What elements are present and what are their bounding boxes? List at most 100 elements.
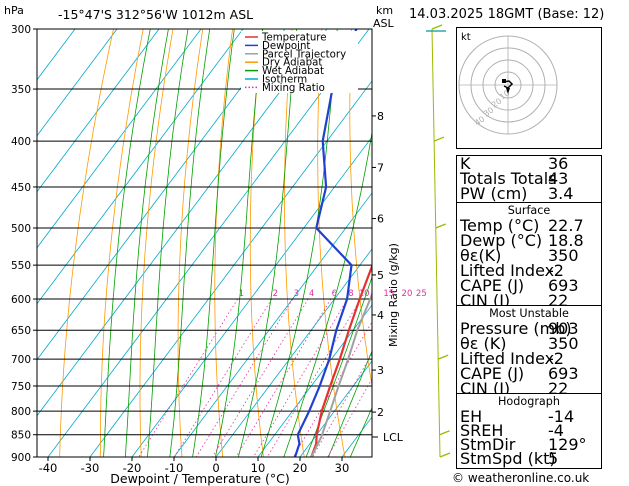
- dry-adiabat-line: [620, 29, 629, 457]
- wind-profile: [426, 24, 451, 458]
- legend-label: Parcel Trajectory: [262, 49, 346, 60]
- y-tick-label: 750: [11, 381, 31, 393]
- datetime-label: 14.03.2025 18GMT (Base: 12): [409, 7, 605, 22]
- legend-label: Dewpoint: [262, 41, 310, 52]
- kt-label: kt: [461, 32, 471, 43]
- km-tick-label: 3: [377, 364, 384, 377]
- mixing-ratio-label: 1: [239, 289, 244, 299]
- km-tick-label: 4: [377, 309, 384, 322]
- storm-motion-arrow: [506, 88, 510, 94]
- wet-adiabat-line: [192, 29, 235, 457]
- y-tick-label: 400: [11, 136, 31, 148]
- copyright-footer: © weatheronline.co.uk: [452, 471, 590, 485]
- mixing-ratio-label: 15: [383, 289, 394, 299]
- hodograph-trace: [502, 80, 514, 89]
- hodograph-title: Hodograph: [498, 395, 560, 408]
- x-axis-title: Dewpoint / Temperature (°C): [110, 471, 289, 486]
- km-tick-label: 7: [377, 161, 384, 174]
- surface-row: CIN (J) 22: [460, 291, 569, 310]
- unstable-row: θε (K) 350: [460, 334, 579, 353]
- y-tick-label: 300: [11, 24, 31, 36]
- totals-row: Totals Totals 43: [460, 169, 569, 188]
- location-title: -15°47'S 312°56'W 1012m ASL: [58, 7, 254, 22]
- hodograph-row: EH -14: [460, 407, 575, 426]
- pressure-unit-label: hPa: [4, 4, 24, 17]
- y-tick-label: 550: [11, 260, 31, 272]
- unstable-row: Lifted Index -2: [460, 349, 564, 368]
- wind-barb: [437, 354, 449, 360]
- hodograph-row: StmDir 129°: [460, 435, 587, 454]
- hodograph-panel: kt 40 30 20 10: [456, 27, 602, 149]
- mixing-ratio-label: 3: [294, 289, 299, 299]
- surface-row: θε(K) 350: [460, 246, 579, 265]
- km-tick-label: 5: [377, 269, 384, 282]
- wet-adiabat-line: [147, 29, 189, 457]
- isotherm-line: [37, 29, 202, 249]
- mixing-ratio-label: 6: [332, 289, 337, 299]
- surface-title: Surface: [507, 204, 551, 217]
- y-tick-label: 350: [11, 84, 31, 96]
- x-tick-label: -10: [165, 461, 184, 475]
- x-tick-label: 20: [293, 461, 308, 475]
- x-tick-label: 10: [251, 461, 266, 475]
- asl-unit-label: ASL: [373, 17, 394, 30]
- mixing-ratio-axis-title: Mixing Ratio (g/kg): [387, 243, 400, 347]
- y-tick-label: 500: [11, 223, 31, 235]
- unstable-row: Pressure (mb) 903: [460, 319, 579, 338]
- isotherm-line: [37, 29, 244, 305]
- dry-adiabat-line: [139, 29, 174, 457]
- y-tick-label: 800: [11, 406, 31, 418]
- legend-background: [241, 31, 358, 93]
- mixing-ratio-label: 8: [348, 289, 353, 299]
- x-tick-label: 30: [335, 461, 350, 475]
- dry-adiabat-line: [381, 29, 427, 457]
- km-tick-label: 2: [377, 406, 384, 419]
- plot-frame: [36, 28, 373, 458]
- x-tick-label: -30: [81, 461, 100, 475]
- km-unit-label: km: [376, 4, 394, 17]
- temperature-profile: [310, 263, 372, 457]
- x-tick-label: -20: [123, 461, 142, 475]
- hodograph-row: StmSpd (kt) 5: [460, 449, 559, 468]
- wind-barb: [433, 136, 445, 142]
- surface-table: Surface Temp (°C) 22.7 Dewp (°C) 18.8 θε(K…: [456, 202, 602, 310]
- dry-adiabat-line: [214, 29, 233, 457]
- surface-row: Temp (°C) 22.7: [460, 216, 584, 235]
- mixing-ratio-label: 2: [273, 289, 278, 299]
- mixing-ratio-label: 10: [359, 289, 370, 299]
- most-unstable-table: Most Unstable Pressure (mb) 903 θε (K) 350…: [456, 305, 602, 398]
- wind-barb: [439, 430, 450, 436]
- mixing-ratio-label: 20: [402, 289, 413, 299]
- mixing-ratio-line: [267, 298, 361, 457]
- x-tick-label: -40: [39, 461, 58, 475]
- y-tick-label: 600: [11, 294, 31, 306]
- surface-row: Dewp (°C) 18.8: [460, 231, 584, 250]
- mixing-ratio-label: 4: [309, 289, 314, 299]
- surface-row: CAPE (J) 693: [460, 276, 579, 295]
- y-tick-label: 650: [11, 325, 31, 337]
- wet-adiabat-line: [169, 29, 211, 457]
- dry-adiabat-line: [177, 29, 204, 457]
- unstable-title: Most Unstable: [489, 307, 569, 320]
- dry-adiabat-line: [59, 29, 114, 457]
- legend-label: Wet Adiabat: [262, 66, 324, 77]
- legend-label: Isotherm: [262, 75, 307, 86]
- unstable-row: CIN (J) 22: [460, 379, 569, 398]
- km-tick-label: 8: [377, 110, 384, 123]
- mixing-ratio-label: 25: [416, 289, 427, 299]
- legend-label: Temperature: [261, 33, 327, 44]
- wind-barb: [431, 24, 443, 30]
- km-tick-label: 6: [377, 213, 384, 226]
- wind-profile-line: [431, 28, 441, 458]
- surface-row: Lifted Index -2: [460, 261, 564, 280]
- y-tick-label: 900: [11, 452, 31, 464]
- y-tick-label: 450: [11, 182, 31, 194]
- hodograph-marker: [502, 79, 506, 83]
- y-tick-label: 700: [11, 354, 31, 366]
- wind-barb: [435, 223, 446, 229]
- unstable-row: CAPE (J) 693: [460, 364, 579, 383]
